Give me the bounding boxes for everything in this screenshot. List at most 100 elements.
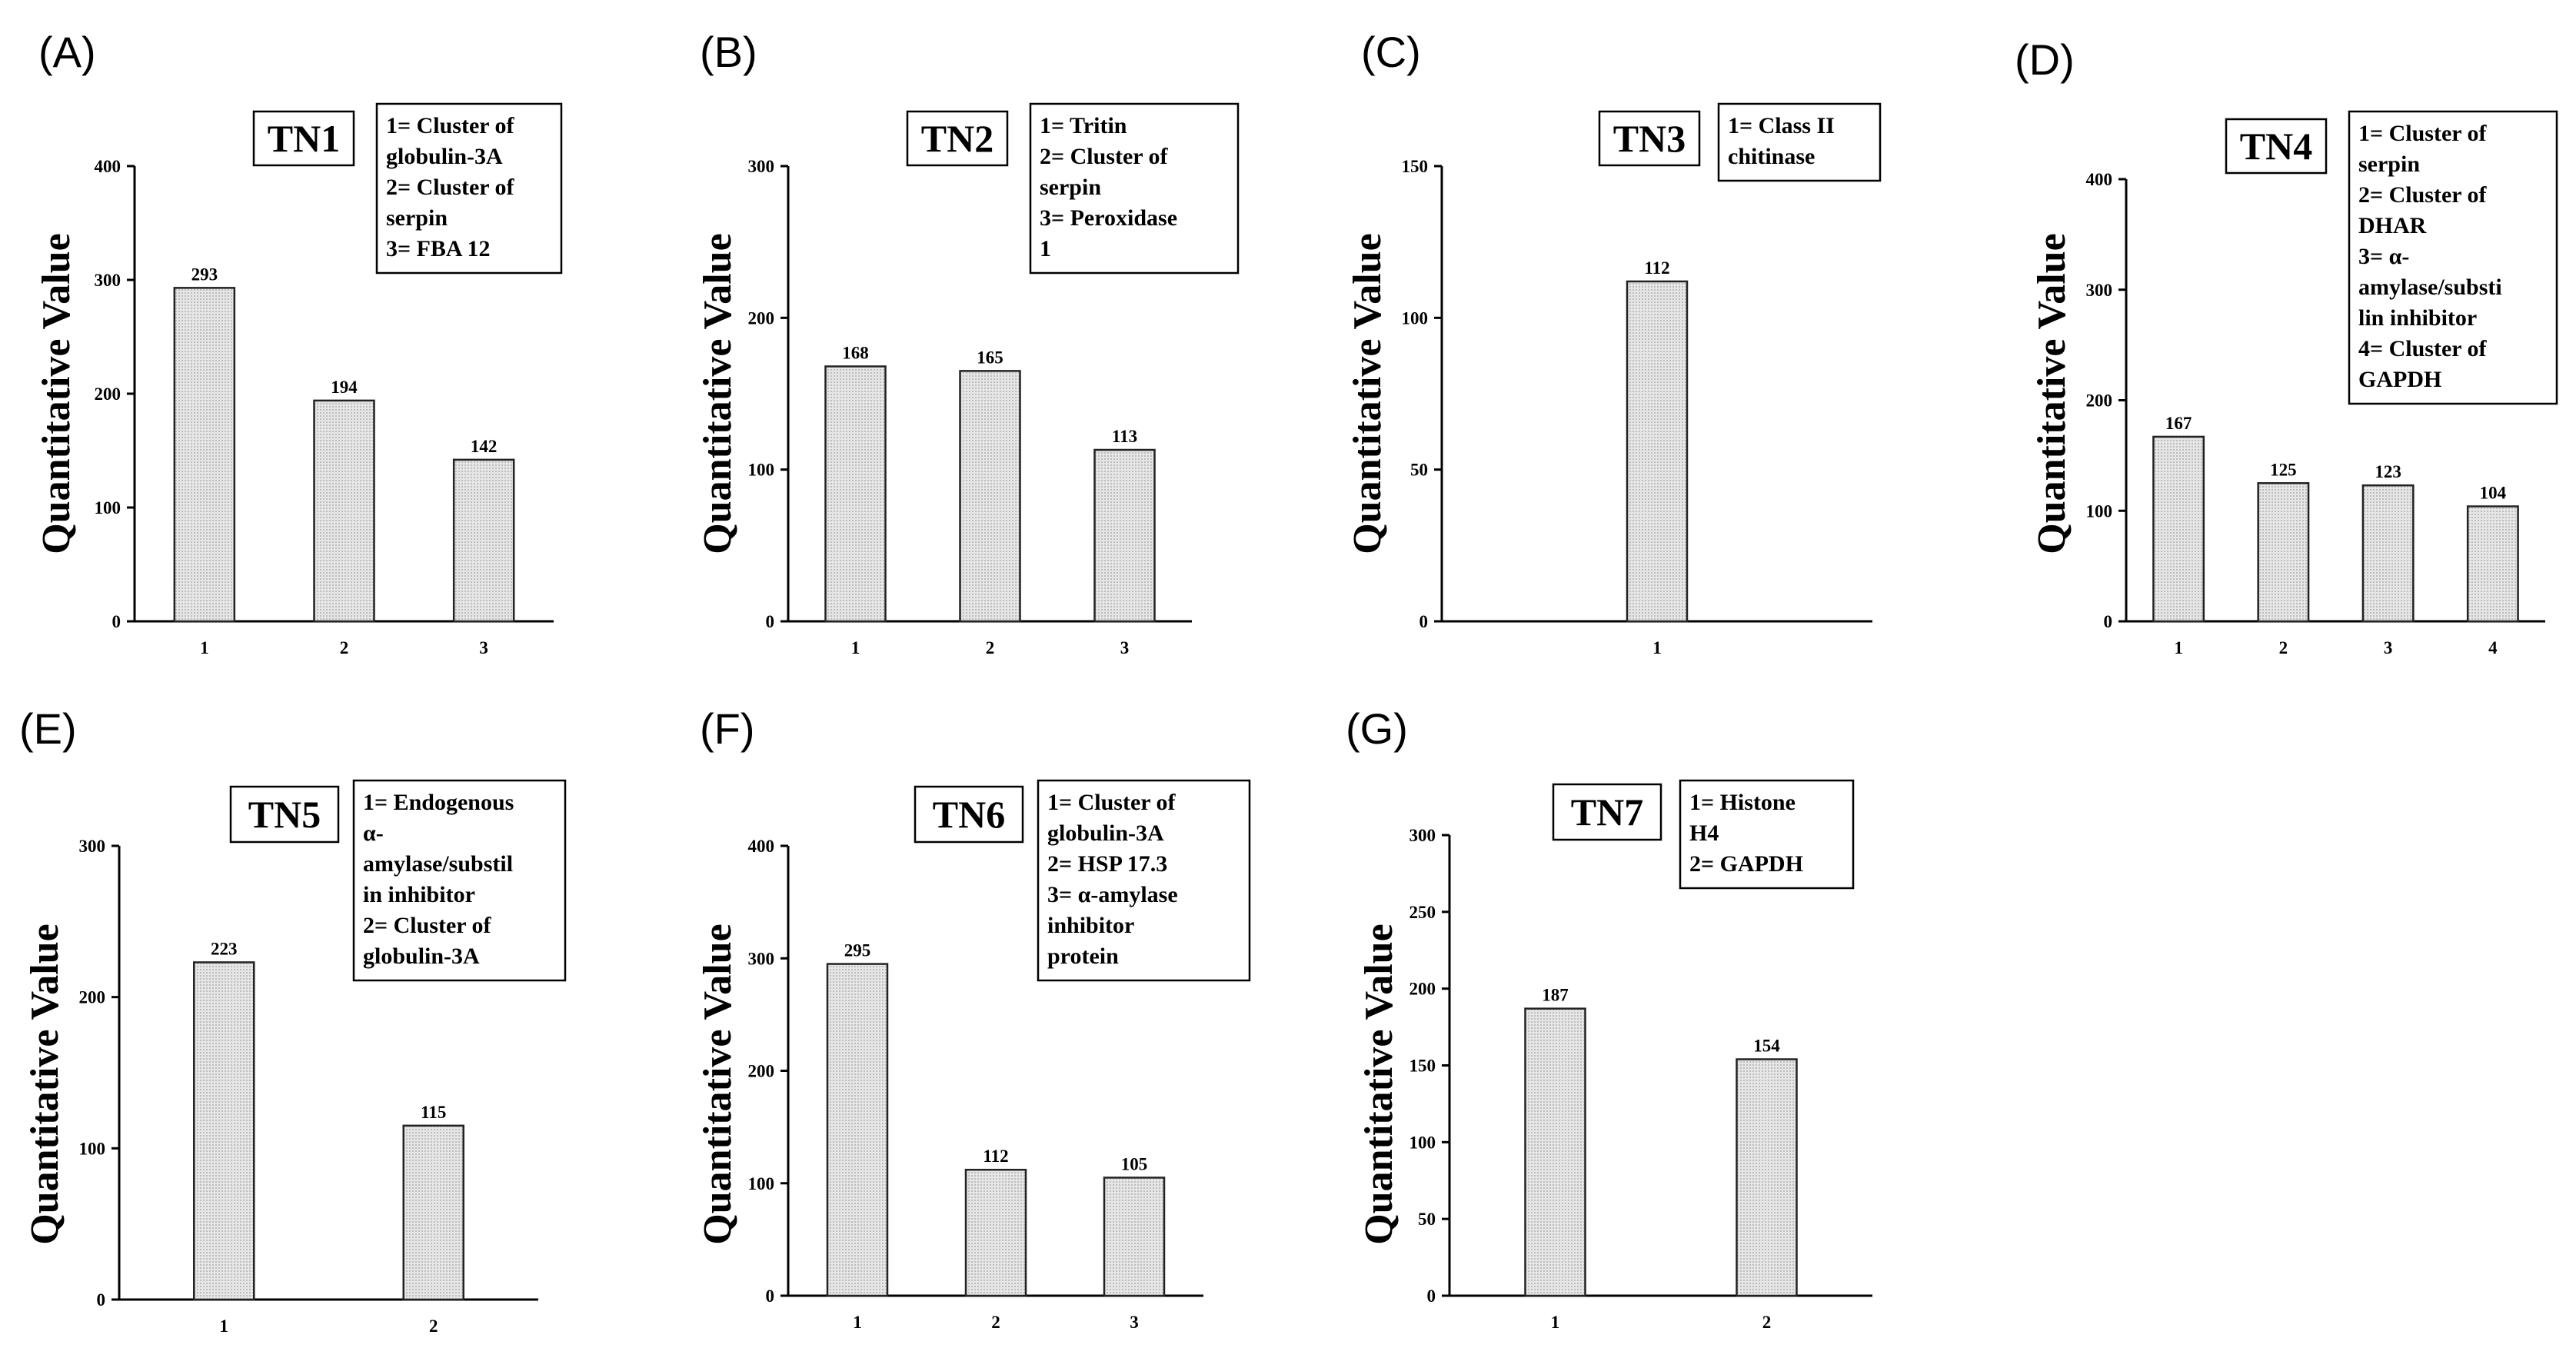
bar-value-label: 112 <box>1644 258 1669 278</box>
x-tick-label: 2 <box>2279 638 2288 657</box>
legend-box <box>1717 102 1882 182</box>
y-tick-label: 0 <box>1419 612 1429 631</box>
legend-line: H4 <box>1689 820 1719 846</box>
bar <box>964 1168 1027 1297</box>
y-tick-label: 400 <box>748 837 775 856</box>
bar <box>173 287 236 623</box>
bar-chart: 0 50 100 150 Quantitative Value 112 1 TN3 1= Cla… <box>1346 102 1882 657</box>
bar-value-label: 168 <box>842 343 869 362</box>
chart-title: TN7 <box>1571 791 1643 834</box>
bar-value-label: 295 <box>844 941 871 960</box>
bar-value-label: 167 <box>2165 414 2192 433</box>
x-tick-label: 2 <box>1762 1313 1772 1332</box>
y-tick-label: 100 <box>95 498 121 518</box>
y-tick-label: 0 <box>2104 612 2113 631</box>
legend-line: 3= FBA 12 <box>386 236 490 261</box>
bar-value-label: 123 <box>2375 462 2401 481</box>
x-tick-label: 3 <box>479 638 488 657</box>
legend-line: 1= Endogenous <box>363 790 514 815</box>
y-axis-label: Quantitative Value <box>2030 233 2074 554</box>
legend-line: 1 <box>1040 236 1051 261</box>
panel-letter: (F) <box>700 704 755 753</box>
y-tick-label: 200 <box>95 384 121 404</box>
bar <box>313 399 375 623</box>
panel-letter: (G) <box>1346 704 1408 753</box>
legend-box <box>1029 102 1240 275</box>
legend-line: 2= Cluster of <box>386 175 515 200</box>
y-tick-label: 100 <box>1402 308 1429 328</box>
bar-chart: 0 100 200 300 400 Quantitative Value 167 1 125 2 1… <box>2030 110 2558 657</box>
legend-box <box>2348 110 2558 405</box>
y-tick-label: 300 <box>79 837 106 856</box>
panel-f: (F) 0 100 200 300 400 Quantitative Value 295 1 11… <box>673 677 1326 1358</box>
legend-line: 3= Peroxidase <box>1040 205 1177 231</box>
bar-value-label: 154 <box>1753 1037 1780 1056</box>
legend-line: α- <box>363 820 384 846</box>
y-tick-label: 200 <box>79 988 106 1007</box>
x-tick-label: 3 <box>2384 638 2393 657</box>
x-tick-label: 1 <box>853 1313 862 1332</box>
chart-title-box <box>914 785 1024 844</box>
bar <box>2361 484 2415 623</box>
y-tick-label: 200 <box>2086 391 2113 411</box>
bar <box>959 370 1021 623</box>
panel-letter: (A) <box>38 28 96 76</box>
x-tick-label: 1 <box>200 638 209 657</box>
legend-line: 1= Cluster of <box>1047 790 1177 815</box>
bar <box>452 458 515 623</box>
bar-value-label: 165 <box>977 348 1003 367</box>
panel-letter: (B) <box>700 28 757 76</box>
legend-box <box>375 102 563 275</box>
y-tick-label: 400 <box>2086 170 2113 189</box>
x-tick-label: 3 <box>1130 1313 1139 1332</box>
legend-line: inhibitor <box>1047 913 1134 938</box>
panel-letter: (D) <box>2015 35 2075 84</box>
y-tick-label: 250 <box>1409 903 1436 922</box>
legend-line: globulin-3A <box>386 144 503 169</box>
bar <box>402 1124 464 1301</box>
y-tick-label: 50 <box>1410 461 1428 480</box>
bar-chart: 0 100 200 300 Quantitative Value 223 1 115 2 TN5 1… <box>23 779 567 1336</box>
y-tick-label: 400 <box>95 157 121 176</box>
bar <box>824 365 887 623</box>
x-tick-label: 1 <box>851 638 860 657</box>
y-axis-label: Quantitative Value <box>1357 924 1401 1245</box>
y-tick-label: 0 <box>1427 1286 1436 1306</box>
chart-title-box <box>229 785 340 844</box>
bar-chart: 0 100 200 300 400 Quantitative Value 293 1 194 2 1… <box>35 102 563 657</box>
y-tick-label: 200 <box>1409 980 1436 999</box>
legend-line: DHAR <box>2358 213 2427 238</box>
legend-line: 1= Class II <box>1728 113 1835 138</box>
bar-value-label: 223 <box>211 939 238 958</box>
y-tick-label: 300 <box>748 157 775 176</box>
bar <box>1524 1007 1586 1297</box>
chart-title-box <box>906 110 1009 167</box>
y-tick-label: 0 <box>112 612 121 631</box>
legend-line: 2= HSP 17.3 <box>1047 851 1167 877</box>
x-tick-label: 2 <box>340 638 349 657</box>
bar-value-label: 105 <box>1121 1154 1148 1173</box>
legend-line: serpin <box>2358 151 2420 177</box>
legend-line: protein <box>1047 944 1119 969</box>
bar <box>1736 1058 1798 1297</box>
bar-chart: 0 50 100 150 200 250 300 Quantitative Value 187 1… <box>1357 779 1872 1332</box>
bar <box>1626 280 1689 623</box>
chart-title: TN2 <box>921 117 993 160</box>
y-axis-label: Quantitative Value <box>23 924 67 1245</box>
y-axis-label: Quantitative Value <box>35 233 78 554</box>
chart-title: TN6 <box>933 793 1005 836</box>
legend-box <box>1037 779 1251 982</box>
bar-value-label: 112 <box>983 1147 1008 1166</box>
bar-value-label: 187 <box>1542 986 1569 1005</box>
chart-title-box <box>2225 118 2328 175</box>
chart-title: TN4 <box>2240 125 2312 168</box>
y-tick-label: 0 <box>766 612 775 631</box>
chart-title: TN3 <box>1613 117 1686 160</box>
y-tick-label: 200 <box>748 1062 775 1081</box>
y-tick-label: 0 <box>766 1286 775 1306</box>
x-tick-label: 2 <box>429 1316 438 1336</box>
chart-title: TN5 <box>248 793 321 836</box>
bar <box>2466 505 2519 623</box>
y-tick-label: 0 <box>97 1290 106 1310</box>
bar <box>2152 435 2205 623</box>
